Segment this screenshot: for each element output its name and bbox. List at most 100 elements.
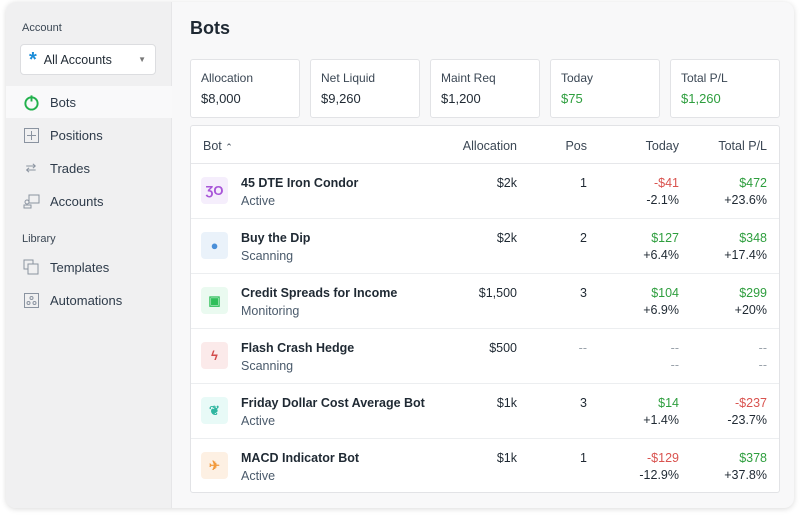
total-pl-percent: -23.7% xyxy=(727,413,767,427)
sidebar-item-bots[interactable]: Bots xyxy=(6,86,172,118)
summary-value: $9,260 xyxy=(321,91,361,106)
summary-card-maint-req: Maint Req $1,200 xyxy=(430,59,540,118)
summary-value: $75 xyxy=(561,91,583,106)
allocation-value: $2k xyxy=(496,176,517,190)
bots-table: Bot ⌃ Allocation Pos Today Total P/L ƷO … xyxy=(190,125,780,493)
summary-card-net-liquid: Net Liquid $9,260 xyxy=(310,59,420,118)
summary-card-allocation: Allocation $8,000 xyxy=(190,59,300,118)
sidebar: Account * All Accounts ▼ Bots Positions … xyxy=(6,2,172,508)
bot-name[interactable]: Friday Dollar Cost Average Bot xyxy=(241,396,425,410)
total-pl-percent: +20% xyxy=(734,303,767,317)
bot-status: Scanning xyxy=(241,249,294,263)
account-select[interactable]: * All Accounts ▼ xyxy=(20,44,156,75)
summary-label: Total P/L xyxy=(681,71,728,85)
column-bot[interactable]: Bot ⌃ xyxy=(203,139,233,153)
column-bot-label: Bot xyxy=(203,139,222,153)
account-label: Account xyxy=(22,22,62,34)
sort-icon: ⌃ xyxy=(225,142,233,152)
bot-status: Active xyxy=(241,469,276,483)
power-icon xyxy=(22,93,40,111)
nav-label: Accounts xyxy=(50,193,104,209)
iron-condor-icon: ƷO xyxy=(201,177,228,204)
table-row[interactable]: ▣ Credit Spreads for Income Monitoring $… xyxy=(191,274,779,329)
allocation-value: $1k xyxy=(496,396,517,410)
bot-status: Active xyxy=(241,414,276,428)
automations-icon xyxy=(22,291,40,309)
pos-value: 3 xyxy=(580,396,587,410)
bot-name[interactable]: Credit Spreads for Income xyxy=(241,286,398,300)
sidebar-item-positions[interactable]: Positions xyxy=(6,119,172,151)
plus-square-icon xyxy=(22,126,40,144)
total-pl-value: $472 xyxy=(739,176,767,190)
table-header: Bot ⌃ Allocation Pos Today Total P/L xyxy=(191,126,779,164)
page-title: Bots xyxy=(190,18,230,38)
sidebar-item-automations[interactable]: Automations xyxy=(6,284,172,316)
today-percent: -- xyxy=(670,358,679,372)
summary-label: Maint Req xyxy=(441,71,496,85)
feather-icon: ❦ xyxy=(201,397,228,424)
allocation-value: $1k xyxy=(496,451,517,465)
total-pl-percent: -- xyxy=(758,358,767,372)
total-pl-value: -- xyxy=(758,341,767,355)
chevron-down-icon: ▼ xyxy=(138,55,146,64)
library-label: Library xyxy=(22,233,56,245)
summary-label: Today xyxy=(561,71,594,85)
total-pl-percent: +37.8% xyxy=(724,468,767,482)
table-row[interactable]: ✈ MACD Indicator Bot Active $1k 1 -$129 … xyxy=(191,439,779,494)
nav-label: Automations xyxy=(50,292,123,308)
column-allocation[interactable]: Allocation xyxy=(462,139,517,153)
table-row[interactable]: ƷO 45 DTE Iron Condor Active $2k 1 -$41 … xyxy=(191,164,779,219)
total-pl-value: $378 xyxy=(739,451,767,465)
column-total-pl[interactable]: Total P/L xyxy=(718,139,767,153)
arrows-icon: ⇄ xyxy=(25,160,37,175)
sidebar-item-accounts[interactable]: Accounts xyxy=(6,185,172,217)
summary-label: Allocation xyxy=(201,71,254,85)
pos-value: -- xyxy=(578,341,587,355)
account-select-value: All Accounts xyxy=(43,52,112,67)
summary-card-today: Today $75 xyxy=(550,59,660,118)
today-value: -- xyxy=(670,341,679,355)
bot-name[interactable]: 45 DTE Iron Condor xyxy=(241,176,359,190)
table-row[interactable]: ❦ Friday Dollar Cost Average Bot Active … xyxy=(191,384,779,439)
summary-card-total-p-l: Total P/L $1,260 xyxy=(670,59,780,118)
today-value: $104 xyxy=(651,286,679,300)
lightning-icon: ϟ xyxy=(201,342,228,369)
accounts-icon xyxy=(22,192,40,210)
table-row[interactable]: ● Buy the Dip Scanning $2k 2 $127 +6.4% … xyxy=(191,219,779,274)
pos-value: 1 xyxy=(580,451,587,465)
bot-name[interactable]: Buy the Dip xyxy=(241,231,311,245)
allocation-value: $500 xyxy=(489,341,517,355)
today-value: -$129 xyxy=(647,451,679,465)
robot-icon: ▣ xyxy=(201,287,228,314)
app-window: Account * All Accounts ▼ Bots Positions … xyxy=(6,2,794,508)
total-pl-percent: +23.6% xyxy=(724,193,767,207)
today-percent: -12.9% xyxy=(639,468,679,482)
pos-value: 2 xyxy=(580,231,587,245)
sidebar-item-trades[interactable]: ⇄ Trades xyxy=(6,152,172,184)
bot-name[interactable]: Flash Crash Hedge xyxy=(241,341,355,355)
nav-label: Templates xyxy=(50,259,110,275)
total-pl-value: -$237 xyxy=(735,396,767,410)
allocation-value: $1,500 xyxy=(478,286,517,300)
sidebar-item-templates[interactable]: Templates xyxy=(6,251,172,283)
pos-value: 1 xyxy=(580,176,587,190)
table-row[interactable]: ϟ Flash Crash Hedge Scanning $500 -- -- … xyxy=(191,329,779,384)
bot-status: Scanning xyxy=(241,359,294,373)
airplane-icon: ✈ xyxy=(201,452,228,479)
today-percent: +1.4% xyxy=(643,413,679,427)
total-pl-value: $348 xyxy=(739,231,767,245)
total-pl-percent: +17.4% xyxy=(724,248,767,262)
today-percent: +6.4% xyxy=(643,248,679,262)
summary-label: Net Liquid xyxy=(321,71,376,85)
bot-status: Monitoring xyxy=(241,304,300,318)
column-pos[interactable]: Pos xyxy=(565,139,587,153)
templates-icon xyxy=(22,258,40,276)
asterisk-icon: * xyxy=(29,48,37,71)
nav-label: Bots xyxy=(50,94,77,110)
column-today[interactable]: Today xyxy=(645,139,679,153)
bot-name[interactable]: MACD Indicator Bot xyxy=(241,451,360,465)
today-value: $127 xyxy=(651,231,679,245)
pos-value: 3 xyxy=(580,286,587,300)
today-value: $14 xyxy=(658,396,679,410)
today-percent: +6.9% xyxy=(643,303,679,317)
